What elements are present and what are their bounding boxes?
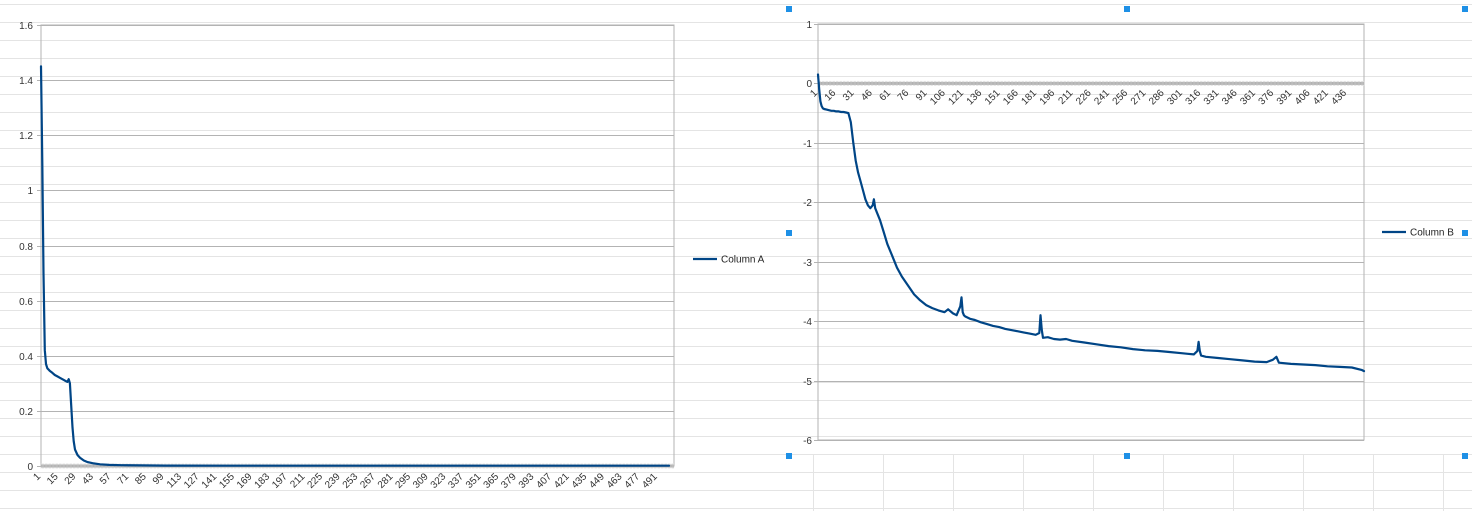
x-tick-label: 351 xyxy=(464,471,484,491)
x-tick-label: 463 xyxy=(605,471,625,491)
y-tick-label: 1 xyxy=(27,186,33,197)
x-tick-label: 1 xyxy=(31,471,43,483)
x-tick-label: 477 xyxy=(623,471,643,491)
x-tick-label: 225 xyxy=(305,471,325,491)
x-tick-label: 436 xyxy=(1330,87,1350,107)
x-tick-label: 226 xyxy=(1074,87,1094,107)
y-tick-label: 1.4 xyxy=(19,76,33,87)
x-tick-label: 85 xyxy=(133,471,149,487)
x-tick-label: 169 xyxy=(235,471,255,491)
x-tick-label: 71 xyxy=(116,471,132,487)
selection-handle-middle-right[interactable] xyxy=(1462,230,1468,236)
y-tick-label: 1.2 xyxy=(19,131,33,142)
selection-handle-top-center[interactable] xyxy=(1124,6,1130,12)
legend-label: Column B xyxy=(1410,228,1454,239)
x-tick-label: 281 xyxy=(376,471,396,491)
x-tick-label: 449 xyxy=(587,471,607,491)
selection-handle-bottom-left[interactable] xyxy=(786,453,792,459)
x-tick-label: 141 xyxy=(200,471,220,491)
x-tick-label: 181 xyxy=(1019,87,1039,107)
y-tick-label: 0.6 xyxy=(19,297,33,308)
x-tick-label: 361 xyxy=(1238,87,1258,107)
selection-handle-top-right[interactable] xyxy=(1462,6,1468,12)
x-tick-label: 113 xyxy=(165,471,184,490)
y-tick-label: 1.6 xyxy=(19,21,33,32)
x-tick-label: 151 xyxy=(983,87,1003,107)
legend-label: Column A xyxy=(721,255,765,266)
x-tick-label: 76 xyxy=(896,87,912,103)
x-tick-label: 379 xyxy=(499,471,519,491)
y-tick-label: -6 xyxy=(803,436,812,447)
x-tick-label: 406 xyxy=(1293,87,1313,107)
x-tick-label: 31 xyxy=(841,87,857,103)
y-tick-label: -1 xyxy=(803,139,812,150)
x-tick-label: 253 xyxy=(341,471,361,491)
x-tick-label: 267 xyxy=(358,471,378,491)
x-tick-label: 211 xyxy=(1056,87,1075,106)
y-tick-label: 0.2 xyxy=(19,407,33,418)
selection-handle-top-left[interactable] xyxy=(786,6,792,12)
x-tick-label: 99 xyxy=(151,471,167,487)
y-tick-label: 0.4 xyxy=(19,352,33,363)
x-tick-label: 295 xyxy=(394,471,414,491)
x-tick-label: 46 xyxy=(859,87,875,103)
y-tick-label: -4 xyxy=(803,317,812,328)
chart-column-a[interactable]: 00.20.40.60.811.21.41.61 15 29 43 57 71 85 9911… xyxy=(0,0,776,511)
x-tick-label: 435 xyxy=(570,471,590,491)
x-tick-label: 136 xyxy=(965,87,985,107)
y-tick-label: 0 xyxy=(27,462,33,473)
x-tick-label: 106 xyxy=(928,87,948,107)
x-tick-label: 196 xyxy=(1038,87,1058,107)
x-tick-label: 29 xyxy=(63,471,79,487)
x-tick-label: 43 xyxy=(80,471,96,487)
x-tick-label: 121 xyxy=(946,87,966,107)
x-tick-label: 183 xyxy=(253,471,273,491)
x-tick-label: 316 xyxy=(1184,87,1204,107)
x-tick-label: 211 xyxy=(288,471,307,490)
series-line-column-b[interactable] xyxy=(816,73,1366,373)
x-tick-label: 393 xyxy=(517,471,537,491)
series-line-column-a[interactable] xyxy=(39,65,671,467)
x-tick-label: 166 xyxy=(1001,87,1021,107)
selection-handle-middle-left[interactable] xyxy=(786,230,792,236)
x-tick-label: 61 xyxy=(877,87,893,103)
y-tick-label: 1 xyxy=(806,20,812,31)
x-tick-label: 331 xyxy=(1202,87,1222,107)
x-tick-label: 256 xyxy=(1111,87,1131,107)
x-tick-label: 15 xyxy=(45,471,61,487)
y-tick-label: 0.8 xyxy=(19,242,33,253)
x-tick-label: 391 xyxy=(1275,87,1295,107)
x-tick-label: 407 xyxy=(534,471,554,491)
x-tick-label: 239 xyxy=(323,471,343,491)
x-tick-label: 127 xyxy=(182,471,202,491)
x-tick-label: 197 xyxy=(270,471,290,491)
x-tick-label: 421 xyxy=(1311,87,1331,107)
x-tick-label: 309 xyxy=(411,471,431,491)
x-tick-label: 155 xyxy=(217,471,237,491)
y-tick-label: -5 xyxy=(803,377,812,388)
y-tick-label: 0 xyxy=(806,79,812,90)
x-tick-label: 346 xyxy=(1220,87,1240,107)
selection-handle-bottom-right[interactable] xyxy=(1462,453,1468,459)
x-tick-label: 91 xyxy=(914,87,930,103)
x-tick-label: 271 xyxy=(1129,87,1149,107)
x-tick-label: 337 xyxy=(446,471,466,491)
x-tick-label: 301 xyxy=(1165,87,1185,107)
x-tick-label: 286 xyxy=(1147,87,1167,107)
x-tick-label: 421 xyxy=(552,471,572,491)
x-tick-label: 323 xyxy=(429,471,449,491)
y-tick-label: -2 xyxy=(803,198,812,209)
x-tick-label: 365 xyxy=(482,471,502,491)
x-tick-label: 16 xyxy=(823,87,839,103)
x-tick-label: 491 xyxy=(640,471,660,491)
x-tick-label: 376 xyxy=(1257,87,1277,107)
y-tick-label: -3 xyxy=(803,258,812,269)
x-tick-label: 57 xyxy=(98,471,114,487)
x-tick-label: 241 xyxy=(1092,87,1112,107)
selection-handle-bottom-center[interactable] xyxy=(1124,453,1130,459)
